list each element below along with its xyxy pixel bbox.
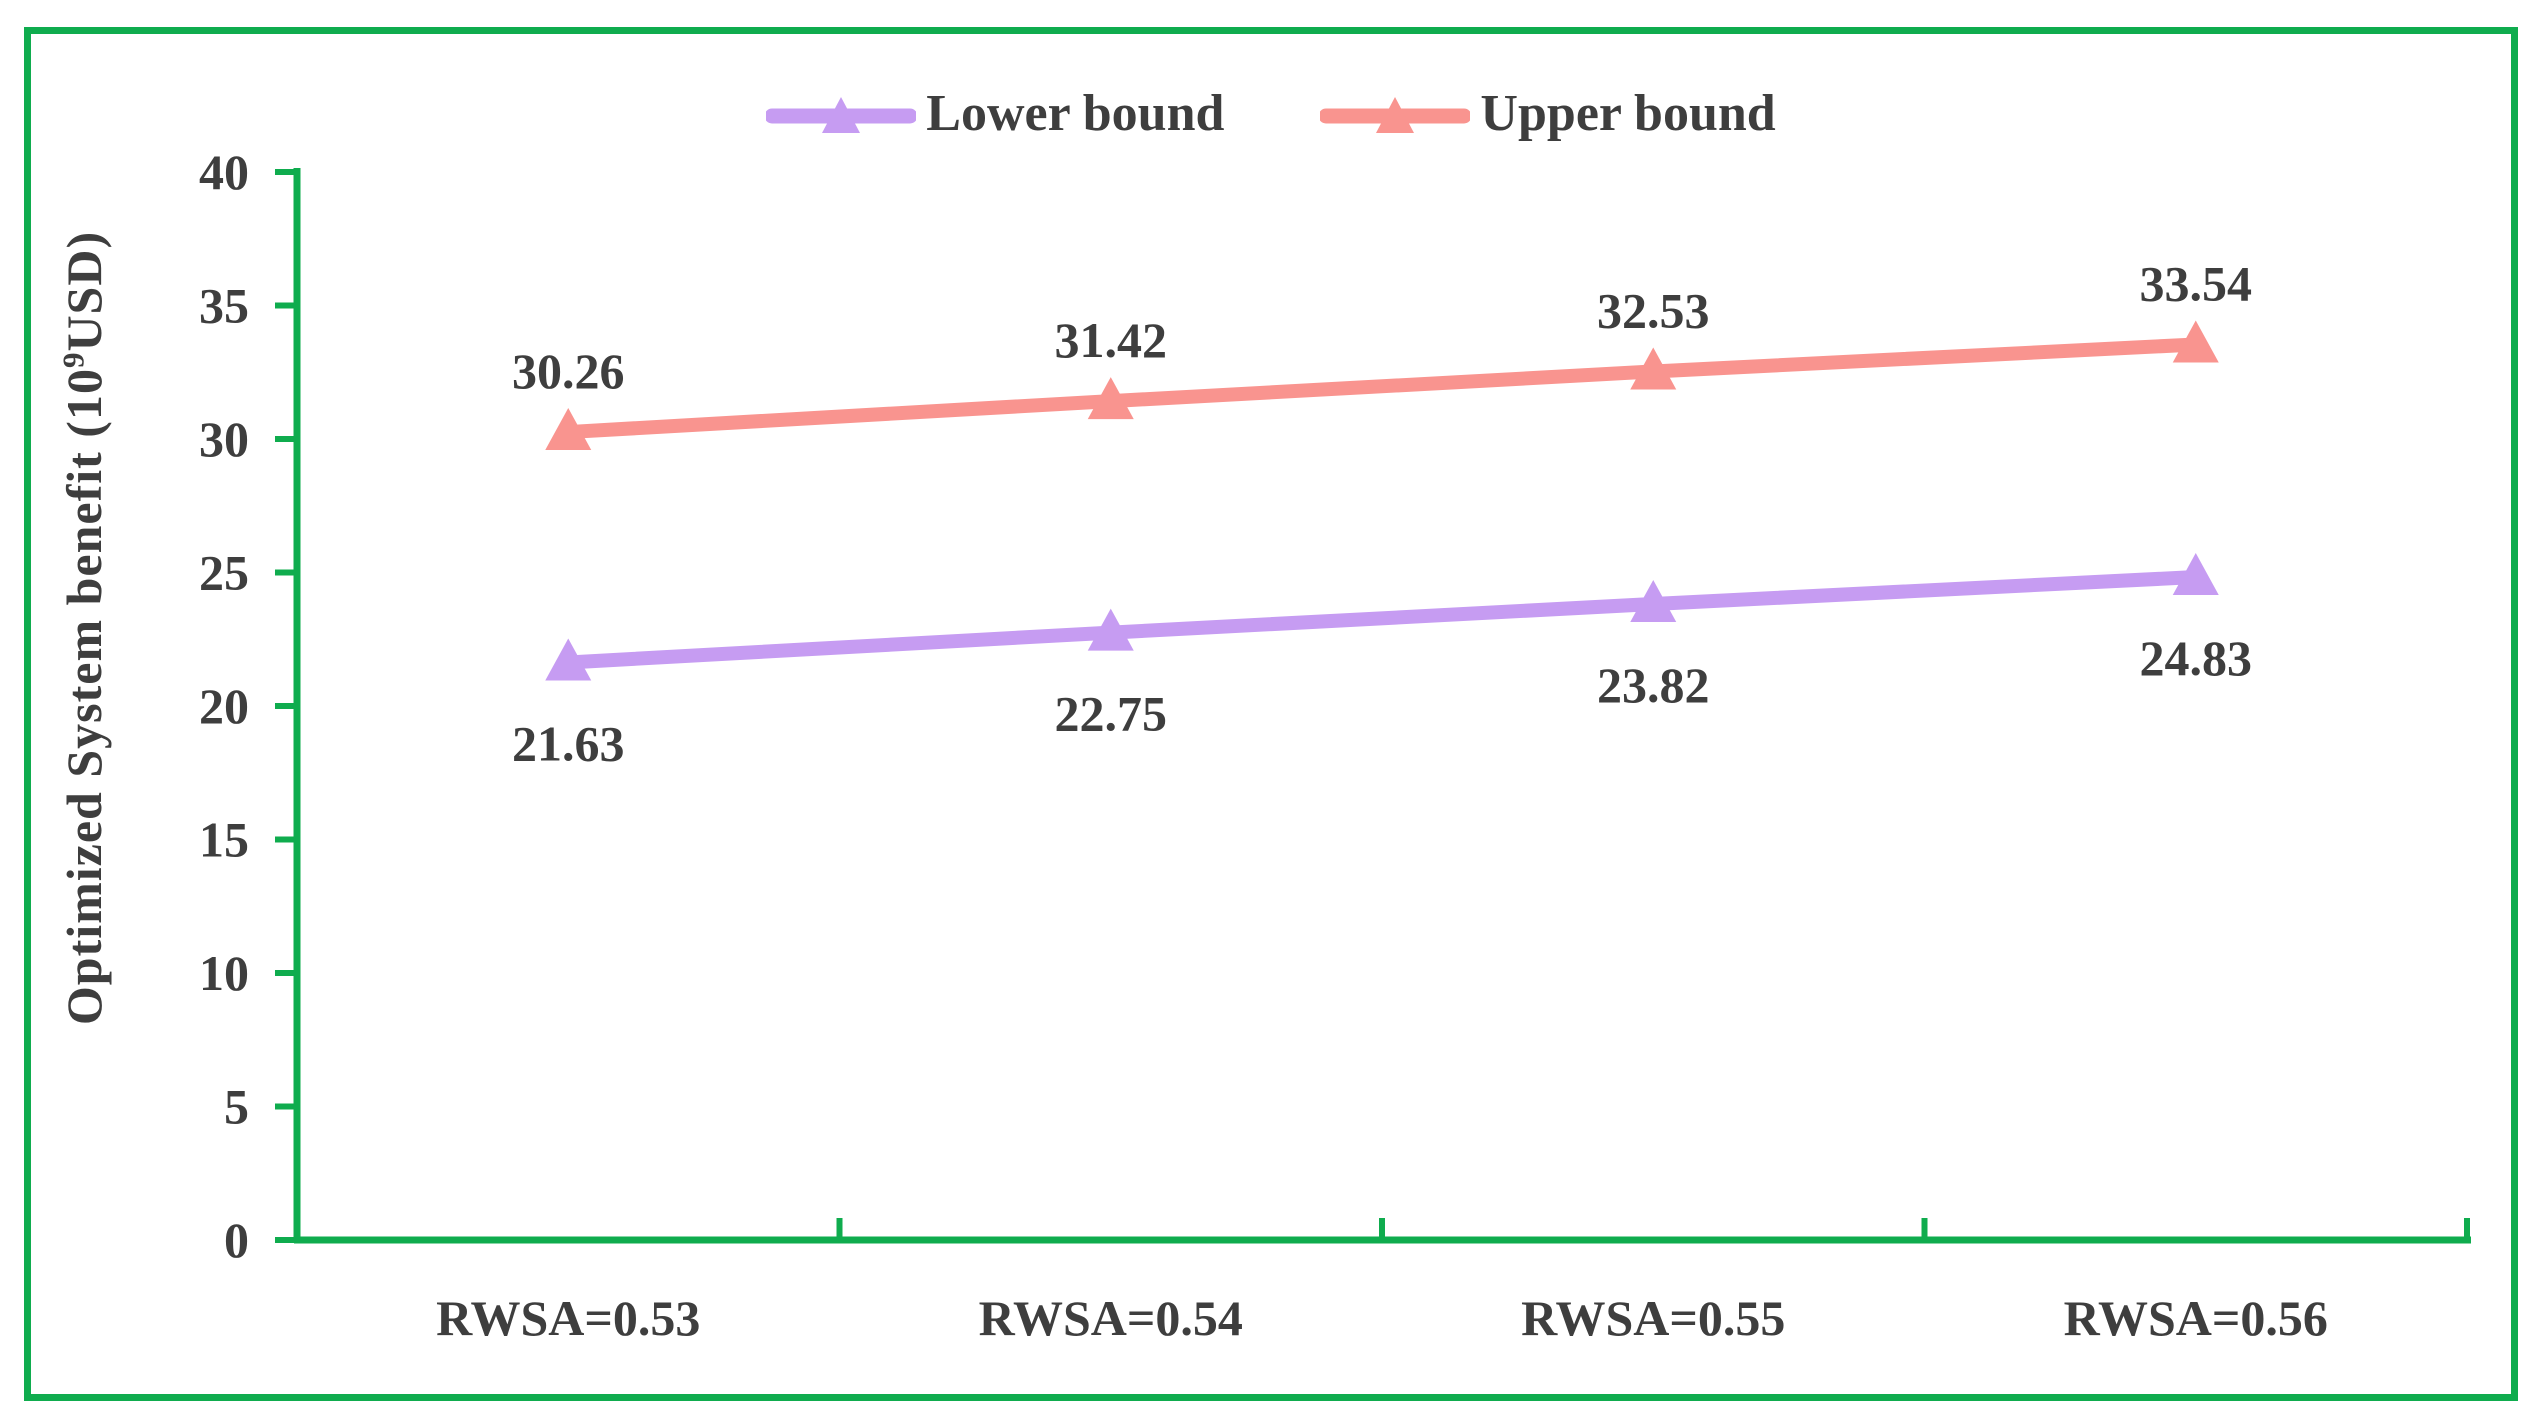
data-point-marker-lower-bound — [2172, 553, 2219, 596]
data-label-upper-bound: 30.26 — [512, 343, 625, 399]
data-label-upper-bound: 33.54 — [2140, 255, 2253, 311]
data-point-marker-lower-bound — [1630, 580, 1677, 623]
x-category-label: RWSA=0.55 — [1521, 1290, 1785, 1346]
y-tick-label: 5 — [224, 1079, 249, 1135]
legend-swatch-lower-bound — [766, 96, 917, 133]
y-tick-label: 0 — [224, 1212, 249, 1268]
data-point-marker-upper-bound — [1087, 377, 1134, 420]
chart-legend: Lower bound Upper bound — [0, 84, 2542, 143]
y-tick-label: 15 — [199, 812, 249, 868]
data-label-lower-bound: 23.82 — [1597, 657, 1710, 713]
data-label-lower-bound: 22.75 — [1055, 686, 1168, 742]
legend-swatch-upper-bound — [1320, 96, 1471, 133]
data-point-marker-lower-bound — [545, 638, 592, 681]
legend-item-upper-bound: Upper bound — [1320, 84, 1776, 143]
data-label-lower-bound: 21.63 — [512, 715, 625, 771]
legend-label-upper-bound: Upper bound — [1480, 85, 1776, 142]
legend-item-lower-bound: Lower bound — [766, 84, 1224, 143]
y-tick-label: 35 — [199, 278, 249, 334]
series-line-lower-bound — [561, 570, 2203, 670]
x-category-label: RWSA=0.53 — [436, 1290, 700, 1346]
triangle-marker-icon — [1376, 96, 1415, 133]
data-label-upper-bound: 32.53 — [1597, 282, 1710, 338]
legend-label-lower-bound: Lower bound — [926, 85, 1225, 142]
y-tick-label: 10 — [199, 945, 249, 1001]
y-tick-label: 20 — [199, 678, 249, 734]
data-label-upper-bound: 31.42 — [1055, 312, 1168, 368]
series-line-upper-bound — [561, 337, 2203, 440]
triangle-marker-icon — [822, 96, 861, 133]
y-tick-label: 30 — [199, 411, 249, 467]
x-category-label: RWSA=0.54 — [979, 1290, 1243, 1346]
data-label-lower-bound: 24.83 — [2140, 630, 2253, 686]
data-point-marker-upper-bound — [2172, 320, 2219, 363]
data-point-marker-lower-bound — [1087, 608, 1134, 651]
x-category-label: RWSA=0.56 — [2064, 1290, 2328, 1346]
y-tick-label: 25 — [199, 545, 249, 601]
data-point-marker-upper-bound — [545, 408, 592, 451]
data-point-marker-upper-bound — [1630, 347, 1677, 390]
figure-frame — [24, 27, 2518, 1401]
y-tick-label: 40 — [199, 144, 249, 200]
